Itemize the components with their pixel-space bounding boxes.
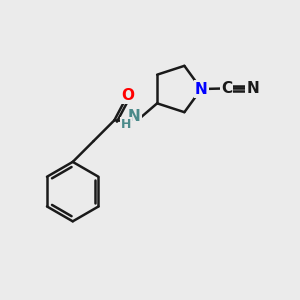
Text: N: N — [128, 109, 141, 124]
Text: C: C — [221, 81, 232, 96]
Text: N: N — [195, 82, 208, 97]
Text: H: H — [121, 118, 131, 131]
Text: O: O — [121, 88, 134, 103]
Text: N: N — [246, 81, 259, 96]
